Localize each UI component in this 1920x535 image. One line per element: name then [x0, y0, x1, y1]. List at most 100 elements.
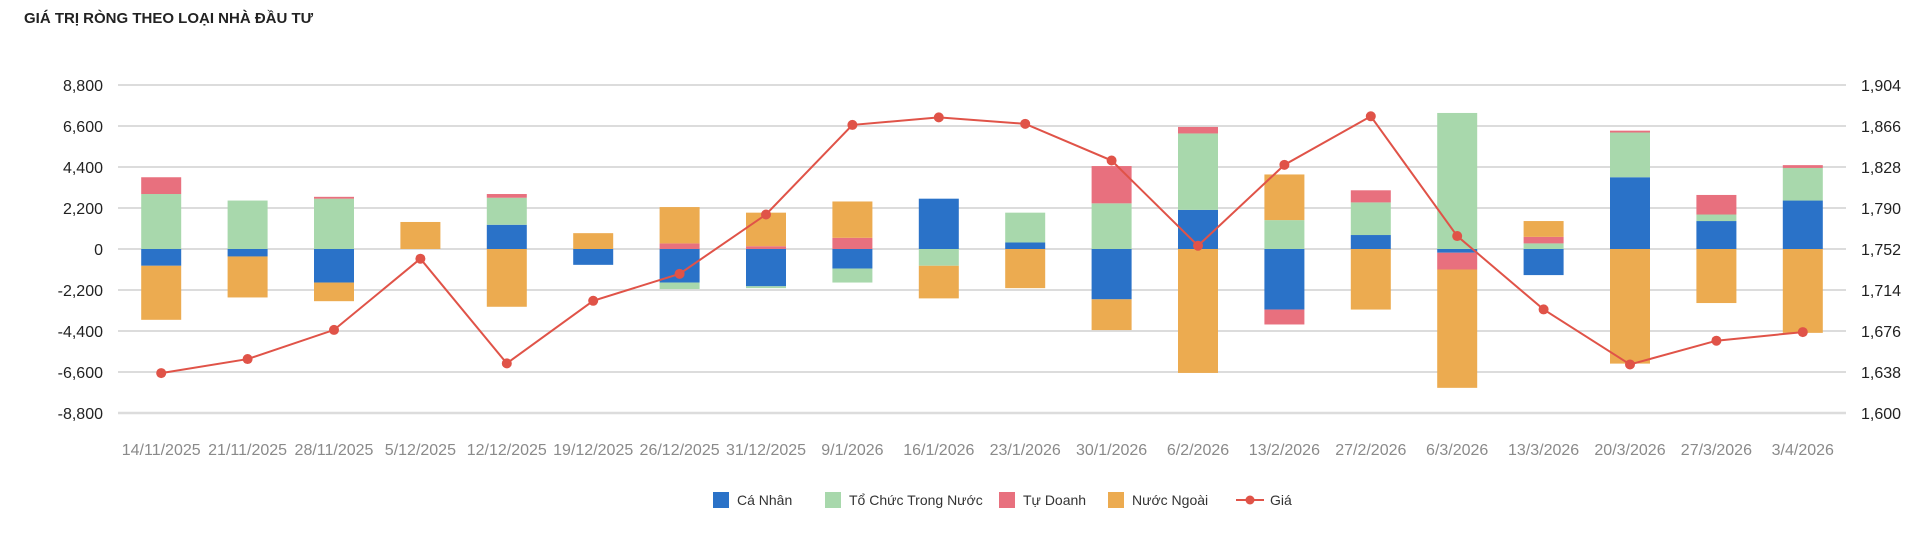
bar-segment [1091, 203, 1132, 249]
x-tick-label: 31/12/2025 [726, 442, 806, 459]
bar-segment [486, 224, 527, 249]
bar-segment [832, 268, 873, 283]
price-point [1365, 111, 1376, 122]
chart-legend: Cá Nhân Tổ Chức Trong Nước Tự Doanh Nước Ng… [713, 492, 1292, 508]
bar-segment [1782, 249, 1823, 333]
bar-segment [918, 249, 959, 266]
bar-segment [486, 197, 527, 225]
left-tick-label: 0 [94, 242, 103, 259]
bar-segment [1696, 249, 1737, 304]
bar-segment [1610, 132, 1650, 178]
bar-segment [746, 246, 786, 249]
left-tick-label: -4,400 [58, 324, 103, 341]
bar-segment [1178, 133, 1218, 210]
bar-segment [1437, 252, 1478, 270]
left-tick-label: 4,400 [63, 160, 103, 177]
price-point [1106, 155, 1117, 166]
bar-segment [918, 198, 959, 249]
price-point [1020, 118, 1031, 129]
bar-segment [1782, 167, 1823, 201]
grid-lines [118, 84, 1846, 415]
legend-label: Tự Doanh [1023, 492, 1086, 508]
bar-segment [1782, 200, 1823, 249]
price-point [1797, 327, 1808, 338]
x-tick-label: 12/12/2025 [467, 442, 547, 459]
left-tick-label: 6,600 [63, 119, 103, 136]
left-tick-label: -8,800 [58, 406, 103, 423]
right-tick-label: 1,790 [1861, 201, 1901, 218]
bar-segment [1350, 190, 1391, 203]
x-tick-label: 19/12/2025 [553, 442, 633, 459]
x-tick-label: 28/11/2025 [295, 442, 374, 459]
bar-segment [1005, 242, 1046, 249]
right-tick-label: 1,866 [1861, 119, 1901, 136]
legend-label: Giá [1270, 492, 1292, 508]
bar-segment [1178, 126, 1218, 134]
price-point [501, 358, 512, 369]
legend-swatch [825, 492, 841, 508]
x-tick-label: 9/1/2026 [821, 442, 883, 459]
legend-swatch [713, 492, 729, 508]
x-tick-label: 30/1/2026 [1076, 442, 1147, 459]
bar-segment [141, 194, 182, 249]
right-tick-label: 1,828 [1861, 160, 1901, 177]
bar-segment [1350, 202, 1391, 236]
bar-segment [1264, 309, 1305, 325]
price-point [1279, 159, 1290, 170]
left-y-axis: -8,800 -6,600 -4,400 -2,200 0 2,200 4,400 6,600… [58, 78, 103, 423]
bar-segment [1264, 249, 1305, 310]
x-tick-label: 27/2/2026 [1335, 442, 1406, 459]
x-tick-label: 16/1/2026 [903, 442, 974, 459]
price-point [329, 324, 339, 335]
left-tick-label: -6,600 [58, 365, 103, 382]
left-tick-label: 2,200 [63, 201, 103, 218]
price-point [1193, 240, 1203, 251]
bar-segment [1091, 249, 1132, 300]
bar-segment [1178, 249, 1218, 373]
x-tick-label: 26/12/2025 [640, 442, 720, 459]
x-tick-label: 13/2/2026 [1249, 442, 1320, 459]
right-tick-label: 1,600 [1861, 406, 1901, 423]
bar-segment [659, 282, 700, 290]
bar-segment [1005, 212, 1046, 243]
bar-segment [1696, 221, 1737, 249]
bar-segment [400, 221, 441, 249]
price-point [761, 209, 771, 220]
x-tick-label: 23/1/2026 [990, 442, 1061, 459]
price-line-series [156, 111, 1808, 379]
bar-series [141, 112, 1823, 388]
left-tick-label: 8,800 [63, 78, 103, 95]
right-tick-label: 1,904 [1861, 78, 1901, 95]
right-tick-label: 1,638 [1861, 365, 1901, 382]
bar-segment [918, 265, 959, 299]
legend-swatch [1108, 492, 1124, 508]
bar-segment [227, 249, 268, 257]
price-point [415, 253, 426, 264]
bar-segment [1523, 221, 1564, 237]
x-tick-label: 14/11/2025 [122, 442, 201, 459]
legend-swatch [999, 492, 1015, 508]
price-point [1711, 335, 1722, 346]
bar-segment [486, 249, 527, 307]
bar-segment [659, 243, 700, 249]
bar-segment [1523, 249, 1564, 276]
bar-segment [1437, 249, 1478, 253]
bar-segment [746, 249, 786, 287]
price-point [1538, 304, 1549, 315]
bar-segment [314, 196, 354, 199]
bar-segment [1350, 235, 1391, 249]
bar-segment [573, 249, 614, 265]
bar-segment [1696, 214, 1737, 222]
bar-segment [832, 237, 873, 249]
bar-segment [1523, 236, 1564, 244]
right-tick-label: 1,752 [1861, 242, 1901, 259]
bar-segment [659, 207, 700, 244]
bar-segment [1091, 299, 1132, 331]
bar-segment [1610, 249, 1650, 364]
x-axis: 14/11/2025 21/11/2025 28/11/2025 5/12/2025 1… [122, 442, 1834, 459]
right-y-axis: 1,600 1,638 1,676 1,714 1,752 1,790 1,828 1,866… [1861, 78, 1901, 423]
price-point [1625, 359, 1635, 370]
right-tick-label: 1,676 [1861, 324, 1901, 341]
bar-segment [1610, 130, 1650, 133]
bar-segment [1264, 174, 1305, 221]
